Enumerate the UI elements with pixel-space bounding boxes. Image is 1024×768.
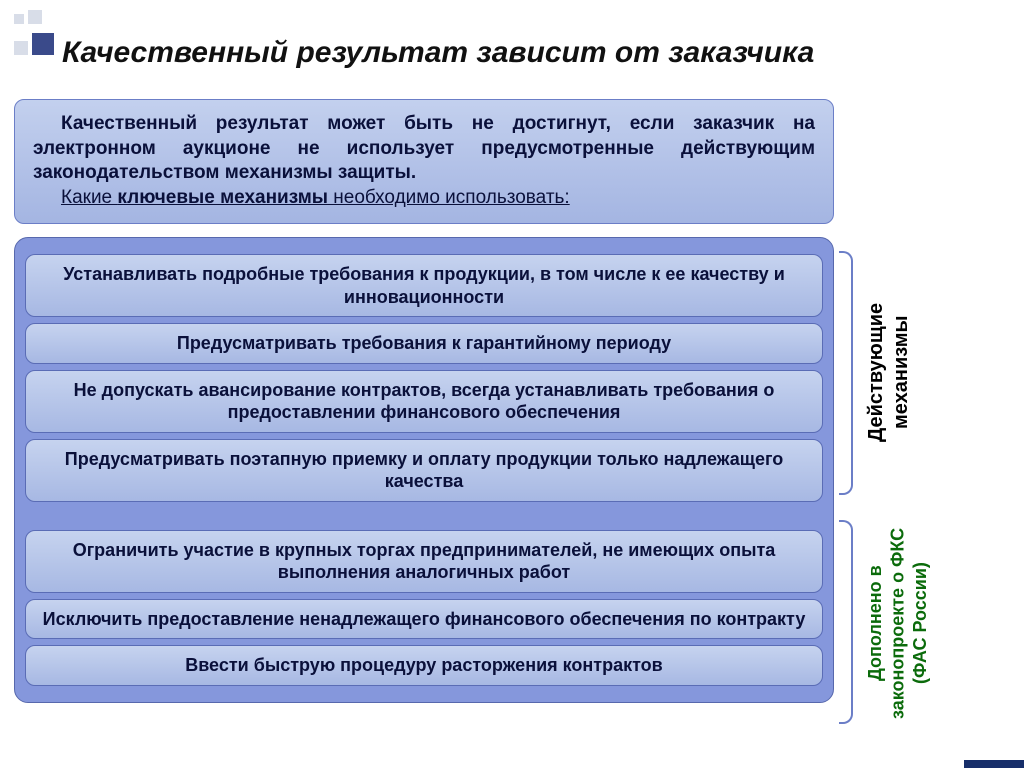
page-title: Качественный результат зависит от заказч…: [62, 36, 1004, 70]
intro-question: Какие ключевые механизмы необходимо испо…: [33, 186, 815, 211]
bracket-existing: [839, 251, 853, 495]
list-item: Предусматривать требования к гарантийном…: [25, 323, 823, 364]
side-label-existing: Действующие механизмы: [864, 258, 914, 486]
bracket-added: [839, 520, 853, 724]
decorative-squares: [12, 8, 56, 62]
list-item: Исключить предоставление ненадлежащего ф…: [25, 599, 823, 640]
corner-stripe: [964, 760, 1024, 768]
intro-paragraph: Качественный результат может быть не дос…: [33, 112, 815, 186]
list-item: Предусматривать поэтапную приемку и опла…: [25, 439, 823, 502]
list-item: Не допускать авансирование контрактов, в…: [25, 370, 823, 433]
mechanisms-list: Устанавливать подробные требования к про…: [14, 237, 834, 703]
side-label-added: Дополнено в законопроекте о ФКС (ФАС Рос…: [864, 508, 932, 738]
list-item: Ввести быструю процедуру расторжения кон…: [25, 645, 823, 686]
list-item: Ограничить участие в крупных торгах пред…: [25, 530, 823, 593]
list-item: Устанавливать подробные требования к про…: [25, 254, 823, 317]
intro-box: Качественный результат может быть не дос…: [14, 99, 834, 224]
